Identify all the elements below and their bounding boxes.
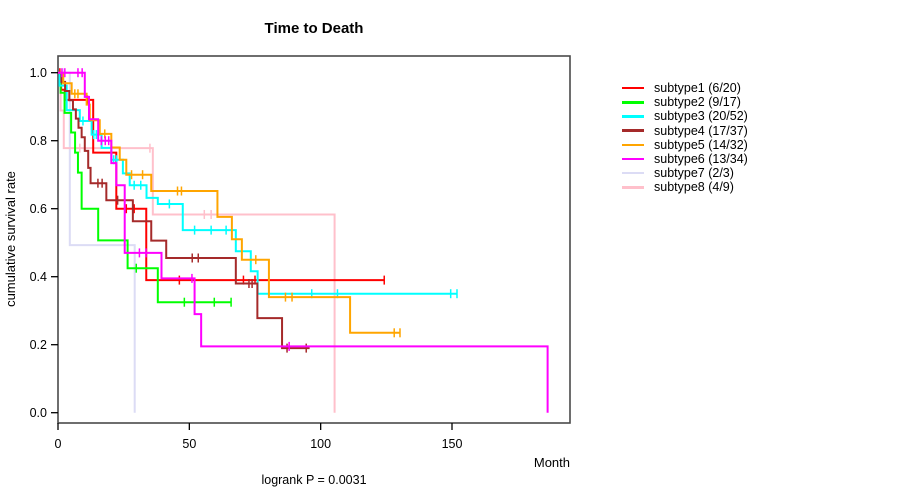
x-tick-label: 50 <box>182 437 196 451</box>
logrank-note: logrank P = 0.0031 <box>261 473 367 487</box>
y-axis-label: cumulative survival rate <box>3 171 18 307</box>
legend-item-subtype3: subtype3 (20/52) <box>622 109 748 123</box>
y-tick-label: 0.4 <box>30 270 47 284</box>
legend-swatch-subtype3 <box>622 115 644 118</box>
legend-label-subtype3: subtype3 (20/52) <box>654 109 748 124</box>
legend-swatch-subtype1 <box>622 86 644 90</box>
x-tick-label: 150 <box>442 437 463 451</box>
legend-swatch-subtype7 <box>622 171 644 175</box>
legend-item-subtype4: subtype4 (17/37) <box>622 124 748 138</box>
legend-item-subtype6: subtype6 (13/34) <box>622 152 748 166</box>
x-tick-label: 100 <box>310 437 331 451</box>
survival-curve-subtype2 <box>58 71 232 304</box>
y-tick-label: 0.2 <box>30 338 47 352</box>
survival-curve-subtype7 <box>58 71 136 413</box>
legend-label-subtype5: subtype5 (14/32) <box>654 137 748 152</box>
legend-swatch-subtype6 <box>622 157 644 161</box>
legend-item-subtype1: subtype1 (6/20) <box>622 81 748 95</box>
legend-label-subtype8: subtype8 (4/9) <box>654 180 734 195</box>
legend-label-subtype4: subtype4 (17/37) <box>654 123 748 138</box>
legend-item-subtype5: subtype5 (14/32) <box>622 138 748 152</box>
y-tick-label: 0.8 <box>30 134 47 148</box>
legend-item-subtype8: subtype8 (4/9) <box>622 180 748 194</box>
x-axis-label: Month <box>533 455 570 470</box>
y-tick-label: 1.0 <box>30 66 47 80</box>
y-tick-label: 0.6 <box>30 202 47 216</box>
legend-label-subtype2: subtype2 (9/17) <box>654 95 741 110</box>
legend-swatch-subtype5 <box>622 143 644 147</box>
legend-swatch-subtype4 <box>622 129 644 132</box>
legend-label-subtype6: subtype6 (13/34) <box>654 151 748 166</box>
legend-label-subtype7: subtype7 (2/3) <box>654 166 734 181</box>
legend-swatch-subtype2 <box>622 101 644 104</box>
legend: subtype1 (6/20) subtype2 (9/17) subtype3 (… <box>622 81 748 195</box>
legend-item-subtype7: subtype7 (2/3) <box>622 166 748 180</box>
survival-curve-subtype6 <box>58 71 549 413</box>
x-tick-label: 0 <box>55 437 62 451</box>
y-tick-label: 0.0 <box>30 406 47 420</box>
survival-curve-subtype4 <box>58 71 310 350</box>
legend-swatch-subtype8 <box>622 186 644 189</box>
legend-item-subtype2: subtype2 (9/17) <box>622 95 748 109</box>
plot-frame <box>57 55 571 424</box>
legend-label-subtype1: subtype1 (6/20) <box>654 81 741 95</box>
chart-title: Time to Death <box>264 20 364 37</box>
